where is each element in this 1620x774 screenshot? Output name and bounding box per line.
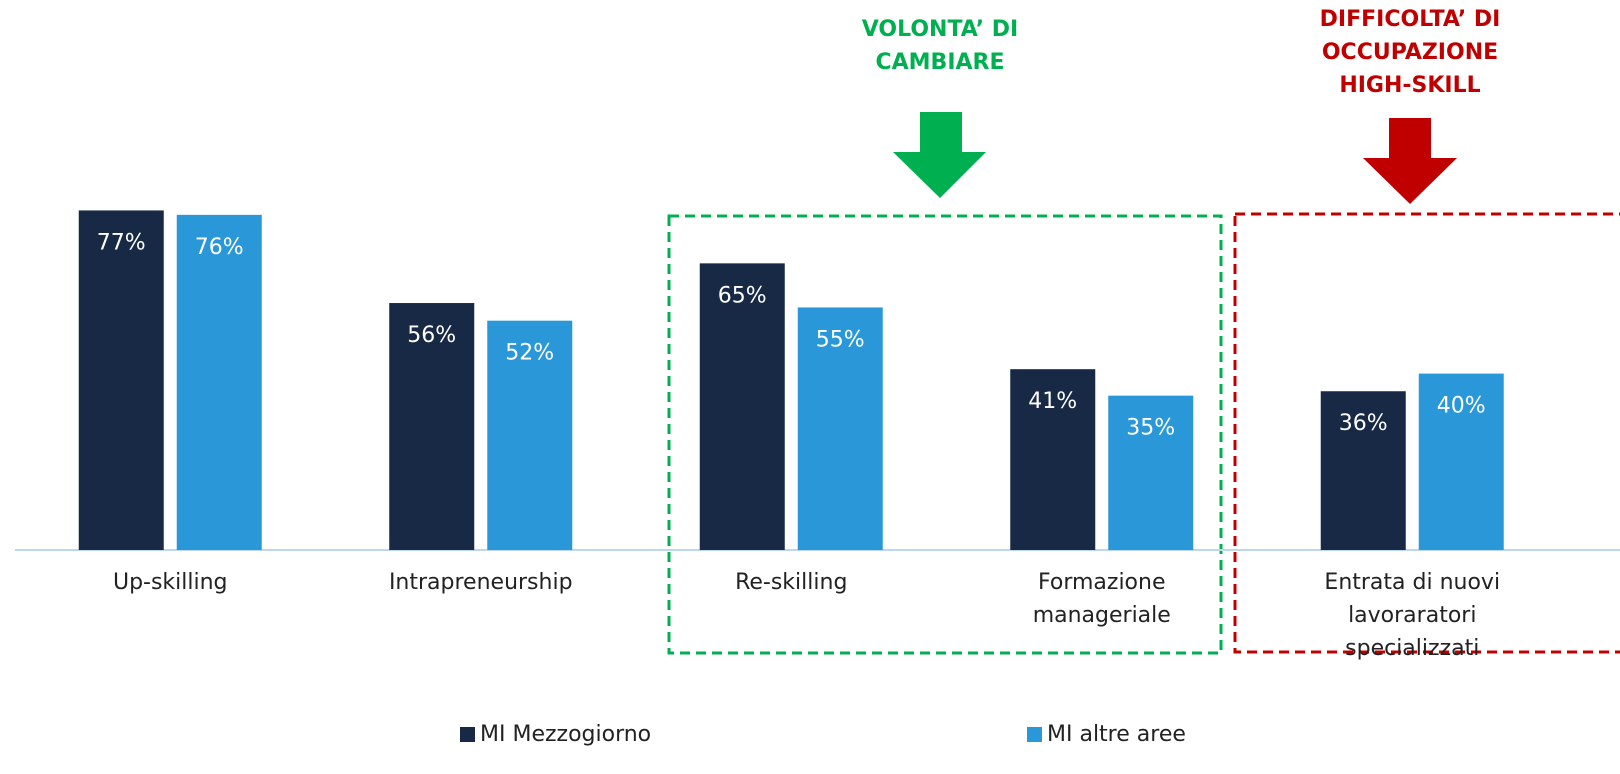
- bar: [1010, 369, 1096, 550]
- x-tick-label: Up-skilling: [112, 570, 228, 595]
- highlight-box: [667, 214, 1223, 655]
- x-tick-label: Formazione manageriale: [1032, 570, 1171, 628]
- bar: [176, 214, 262, 550]
- legend-label: MI altre aree: [1047, 722, 1186, 747]
- value-label: 40%: [1437, 394, 1486, 419]
- value-label: 77%: [97, 230, 146, 255]
- highlight-box: [1233, 212, 1620, 654]
- bar: [699, 263, 785, 550]
- value-label: 76%: [195, 235, 244, 260]
- legend-label: MI Mezzogiorno: [480, 722, 652, 747]
- arrow-head: [893, 152, 986, 198]
- legend-swatch: [1027, 727, 1042, 742]
- x-tick-label: Entrata di nuovi lavoraratori specializz…: [1324, 570, 1501, 661]
- legend-item: MI altre aree: [1027, 722, 1186, 747]
- value-label: 56%: [407, 323, 456, 348]
- value-label: 41%: [1028, 389, 1077, 414]
- bar: [1320, 391, 1406, 550]
- x-tick-label: Re-skilling: [735, 570, 848, 595]
- annotation: DIFFICOLTA’ DI OCCUPAZIONE HIGH-SKILL: [1319, 7, 1501, 98]
- bar: [389, 303, 475, 550]
- legend-swatch: [460, 727, 475, 742]
- legend-item: MI Mezzogiorno: [460, 722, 651, 747]
- value-label: 55%: [816, 327, 865, 352]
- bar: [1418, 373, 1504, 550]
- value-label: 52%: [505, 341, 554, 366]
- annotation: VOLONTA’ DI CAMBIARE: [861, 17, 1019, 75]
- value-label: 65%: [718, 283, 767, 308]
- bar: [78, 210, 164, 550]
- value-label: 35%: [1126, 416, 1175, 441]
- bar: [797, 307, 883, 550]
- arrow-shaft: [1389, 118, 1431, 160]
- bar: [487, 320, 573, 550]
- arrow-shaft: [920, 112, 962, 154]
- x-tick-label: Intrapreneurship: [388, 570, 573, 595]
- arrow-head: [1363, 158, 1457, 204]
- value-label: 36%: [1339, 411, 1388, 436]
- bar: [1108, 395, 1194, 550]
